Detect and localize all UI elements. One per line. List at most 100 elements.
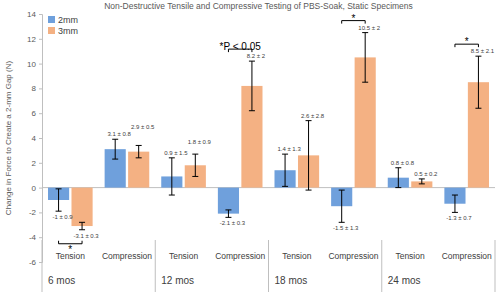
plot-area — [48, 33, 489, 230]
error-cap — [225, 209, 231, 210]
y-tick-label: -6 — [29, 258, 37, 267]
data-label: 1.8 ± 0.9 — [188, 139, 212, 145]
error-bar — [192, 154, 198, 176]
y-tick-mark — [39, 163, 42, 164]
x-tick-label: Tension — [395, 251, 425, 261]
error-stem — [478, 56, 479, 108]
error-bar — [395, 168, 401, 188]
error-stem — [228, 210, 229, 217]
error-bar — [282, 154, 288, 186]
error-cap — [395, 187, 401, 188]
y-axis-line — [39, 15, 43, 263]
error-cap — [192, 176, 198, 177]
error-bar — [169, 158, 175, 195]
data-label: 8.5 ± 2.1 — [471, 48, 495, 54]
group-label: 18 mos — [275, 275, 308, 286]
data-label: -1.3 ± 0.7 — [446, 215, 472, 221]
y-tick-label: 14 — [27, 10, 36, 19]
data-label: -1 ± 0.9 — [52, 214, 73, 220]
y-tick: 10 — [27, 60, 42, 69]
chart: Non-Destructive Tensile and Compressive … — [0, 0, 500, 292]
bar — [71, 188, 92, 226]
group-label: 6 mos — [48, 275, 75, 286]
y-tick-mark — [39, 212, 42, 213]
y-tick-mark — [39, 39, 42, 40]
x-tick-label: Compression — [328, 251, 378, 261]
y-tick: 14 — [27, 10, 42, 19]
error-stem — [251, 61, 252, 111]
error-bar — [56, 189, 62, 211]
error-cap — [79, 222, 85, 223]
error-bar — [79, 222, 85, 229]
group-separator — [495, 240, 496, 292]
y-tick: 6 — [32, 109, 42, 118]
significance-bracket: * — [455, 36, 478, 47]
y-tick-mark — [39, 14, 42, 15]
error-cap — [339, 222, 345, 223]
y-tick-label: 12 — [27, 35, 36, 44]
y-tick: 12 — [27, 35, 42, 44]
data-label: -2.1 ± 0.3 — [220, 220, 246, 226]
error-cap — [136, 157, 142, 158]
y-tick-label: 6 — [32, 109, 37, 118]
error-stem — [138, 145, 139, 157]
y-tick-label: 2 — [32, 159, 37, 168]
y-tick-label: 8 — [32, 84, 37, 93]
bar — [218, 188, 239, 214]
x-tick: Compression — [102, 251, 152, 261]
group-separator — [42, 240, 43, 292]
error-cap — [249, 61, 255, 62]
data-label: 0.5 ± 0.2 — [414, 171, 438, 177]
data-label: 10.5 ± 2 — [358, 25, 380, 31]
group-label: 12 mos — [161, 275, 194, 286]
error-cap — [192, 154, 198, 155]
y-axis: -6 -4 -2 0 2 4 6 8 10 12 14 — [27, 10, 42, 267]
y-tick-label: -4 — [29, 233, 37, 242]
legend-label: 2mm — [58, 15, 78, 25]
significance-label: * — [351, 13, 355, 24]
y-axis-title: Change in Force to Create a 2-mm Gap (N) — [4, 61, 13, 216]
error-bar — [306, 121, 312, 190]
y-tick-mark — [39, 88, 42, 89]
y-tick: 0 — [32, 184, 42, 193]
error-bar — [339, 190, 345, 222]
data-label: 0.9 ± 1.5 — [164, 150, 188, 156]
error-bar — [136, 145, 142, 157]
error-cap — [56, 211, 62, 212]
error-cap — [282, 154, 288, 155]
legend-label: 3mm — [58, 26, 78, 36]
y-tick-mark — [39, 113, 42, 114]
error-cap — [169, 195, 175, 196]
error-cap — [306, 190, 312, 191]
y-tick-label: 4 — [32, 134, 37, 143]
error-cap — [79, 229, 85, 230]
title: Non-Destructive Tensile and Compressive … — [104, 1, 413, 11]
data-label: 2.9 ± 0.5 — [131, 124, 155, 130]
error-cap — [362, 32, 368, 33]
error-cap — [112, 139, 118, 140]
error-bar — [475, 56, 481, 108]
error-stem — [195, 154, 196, 176]
x-tick: Compression — [215, 251, 265, 261]
significance-label: *P < 0.05 — [220, 41, 262, 52]
error-cap — [452, 212, 458, 213]
error-cap — [306, 120, 312, 121]
error-cap — [282, 186, 288, 187]
data-label: 8.2 ± 2 — [247, 53, 266, 59]
group-separator — [155, 240, 156, 292]
data-label: -1.5 ± 1.3 — [333, 225, 359, 231]
error-bar — [362, 33, 368, 83]
legend-swatch — [48, 16, 55, 23]
y-tick: -2 — [29, 208, 42, 217]
error-bar — [112, 139, 118, 159]
error-cap — [475, 108, 481, 109]
error-cap — [56, 188, 62, 189]
x-tick-label: Tension — [169, 251, 199, 261]
error-stem — [421, 179, 422, 184]
x-tick: Compression — [328, 251, 378, 261]
y-tick-label: 0 — [32, 184, 37, 193]
error-cap — [339, 190, 345, 191]
error-bar — [225, 210, 231, 217]
x-tick: Compression — [442, 251, 492, 261]
series-bars — [71, 57, 489, 226]
